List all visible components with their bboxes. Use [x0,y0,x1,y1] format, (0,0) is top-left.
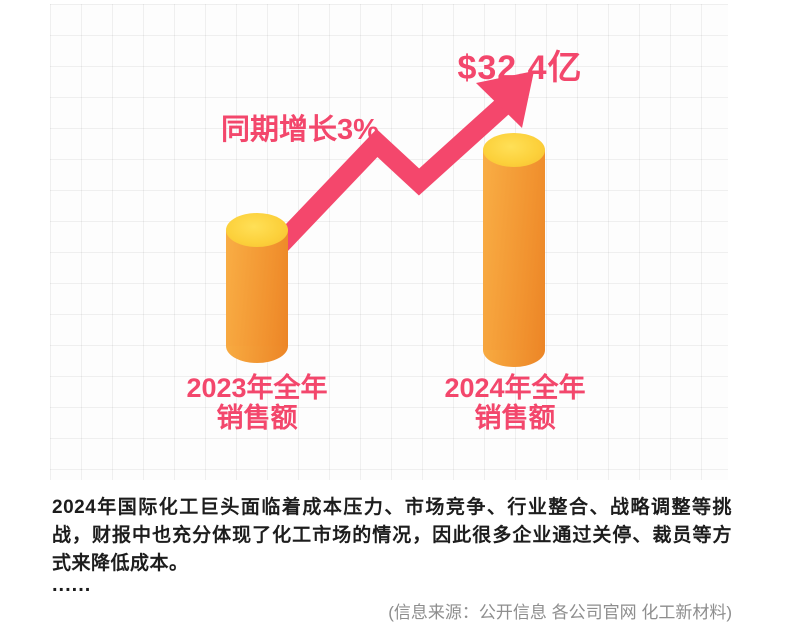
source-attribution: (信息来源：公开信息 各公司官网 化工新材料) [388,603,732,622]
growth-arrow-icon [227,71,534,299]
bar-2023-label-line1: 2023年全年 [186,373,328,403]
bar-2023-label: 2023年全年 销售额 [147,373,367,433]
bar-2024-label-line2: 销售额 [474,403,556,433]
bar-2024-cylinder-body [483,150,545,350]
ellipsis-line: ...... [52,574,92,596]
bar-2024-label-line1: 2024年全年 [444,373,586,403]
bar-2024-cylinder [483,133,545,367]
chart-grid-background: $32.4亿 同期增长3% 2023年全年 销售额 2024年全年 销售额 [50,4,728,480]
growth-annotation: 同期增长3% [221,114,379,146]
value-2024-label: $32.4亿 [457,49,583,87]
bar-2024-label: 2024年全年 销售额 [405,373,625,433]
body-paragraph: 2024年国际化工巨头面临着成本压力、市场竞争、行业整合、战略调整等挑战，财报中… [52,497,732,574]
bar-2023-cylinder-top [226,213,288,247]
bar-2024-cylinder-top [483,133,545,167]
bar-2023-cylinder [226,213,288,363]
bar-2023-cylinder-body [226,230,288,346]
bar-2023-label-line2: 销售额 [216,403,298,433]
